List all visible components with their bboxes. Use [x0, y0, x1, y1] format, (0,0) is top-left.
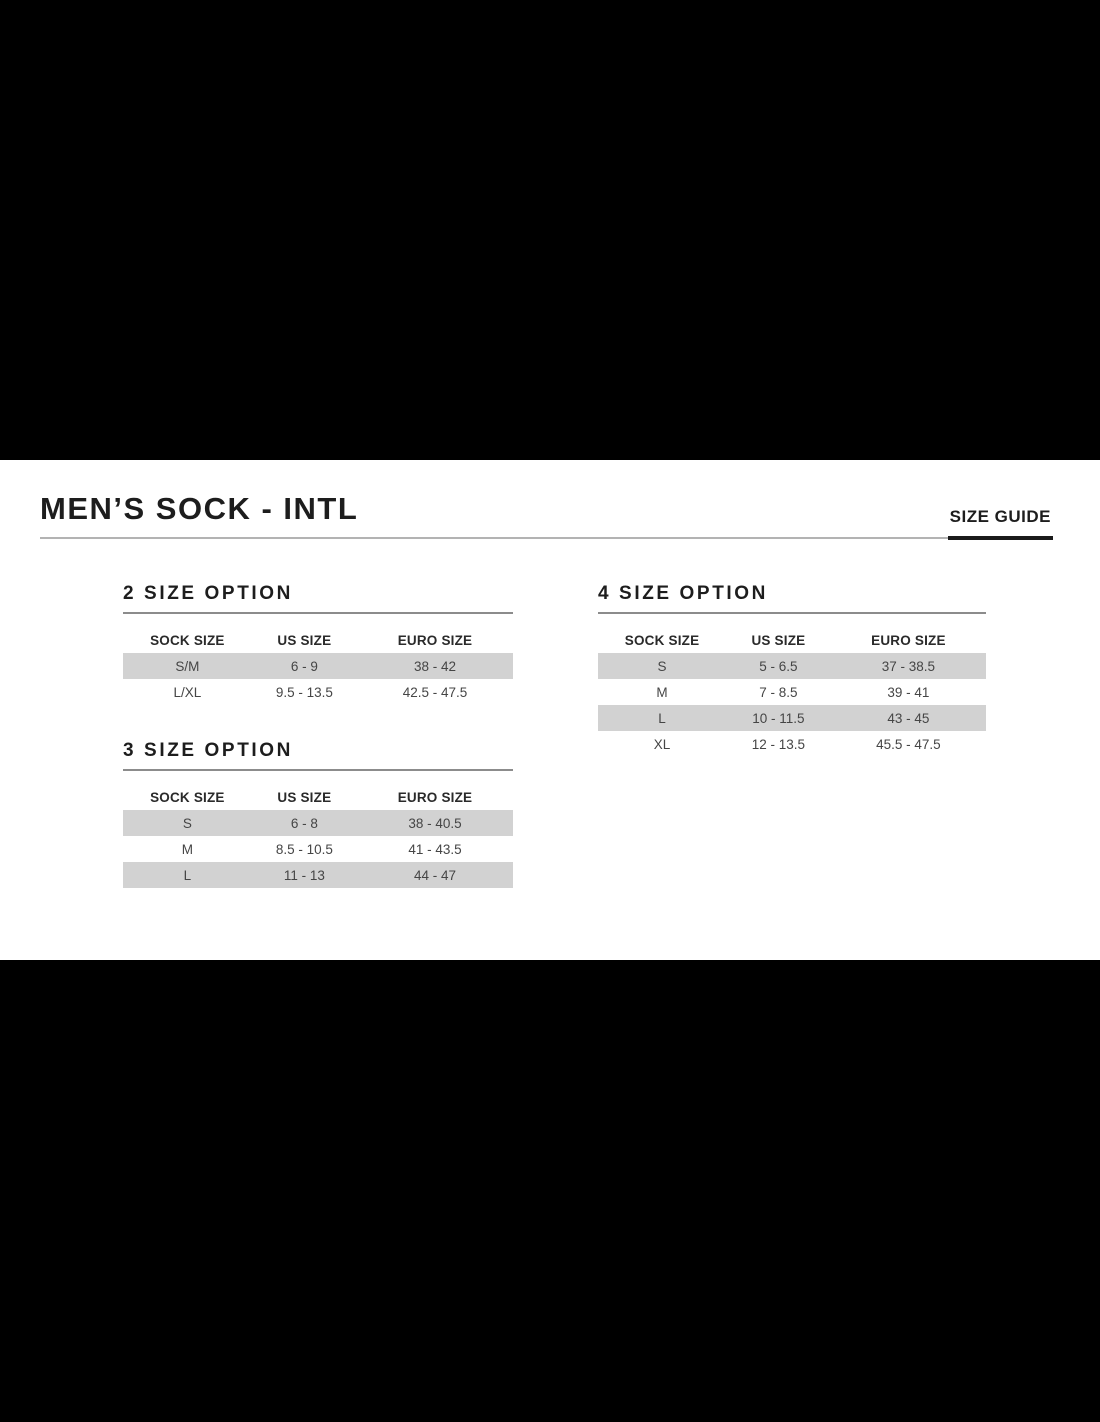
column-header-sock-size: SOCK SIZE — [150, 789, 225, 805]
header-divider — [40, 537, 1053, 539]
tab-size-guide[interactable]: SIZE GUIDE — [947, 507, 1053, 540]
tables-area: 2 SIZE OPTION SOCK SIZE US SIZE EURO SIZ… — [40, 584, 1053, 888]
cell-us-size: 12 - 13.5 — [751, 736, 806, 752]
column-header-us-size: US SIZE — [751, 632, 806, 648]
cell-sock-size: M — [181, 841, 193, 857]
table-row: M 8.5 - 10.5 41 - 43.5 — [123, 836, 513, 862]
cell-euro-size: 44 - 47 — [413, 867, 456, 883]
column-header-us-size: US SIZE — [277, 632, 332, 648]
right-column: 4 SIZE OPTION SOCK SIZE US SIZE EURO SIZ… — [598, 584, 986, 888]
column-header-euro-size: EURO SIZE — [397, 789, 473, 805]
cell-us-size: 5 - 6.5 — [759, 658, 798, 674]
cell-us-size: 7 - 8.5 — [759, 684, 798, 700]
cell-sock-size: M — [656, 684, 668, 700]
table-row: S 6 - 8 38 - 40.5 — [123, 810, 513, 836]
table-row: M 7 - 8.5 39 - 41 — [598, 679, 986, 705]
cell-us-size: 6 - 9 — [290, 658, 318, 674]
column-header-euro-size: EURO SIZE — [871, 632, 946, 648]
table-header-row: SOCK SIZE US SIZE EURO SIZE — [123, 627, 513, 653]
size-table-3-option: SOCK SIZE US SIZE EURO SIZE S 6 - 8 38 -… — [123, 784, 513, 888]
cell-euro-size: 43 - 45 — [887, 710, 930, 726]
section-2-size-option: 2 SIZE OPTION SOCK SIZE US SIZE EURO SIZ… — [123, 584, 513, 705]
section-heading-3-size: 3 SIZE OPTION — [123, 741, 513, 771]
section-3-size-option: 3 SIZE OPTION SOCK SIZE US SIZE EURO SIZ… — [123, 741, 513, 888]
size-table-4-option: SOCK SIZE US SIZE EURO SIZE S 5 - 6.5 37… — [598, 627, 986, 757]
cell-us-size: 10 - 11.5 — [752, 710, 805, 726]
column-header-sock-size: SOCK SIZE — [624, 632, 700, 648]
cell-euro-size: 38 - 40.5 — [408, 815, 462, 831]
cell-sock-size: L/XL — [173, 684, 202, 700]
cell-euro-size: 38 - 42 — [413, 658, 456, 674]
cell-us-size: 8.5 - 10.5 — [275, 841, 333, 857]
cell-sock-size: XL — [653, 736, 671, 752]
cell-us-size: 9.5 - 13.5 — [275, 684, 333, 700]
page-title: MEN’S SOCK - INTL — [40, 491, 359, 526]
cell-us-size: 6 - 8 — [290, 815, 318, 831]
table-row: L/XL 9.5 - 13.5 42.5 - 47.5 — [123, 679, 513, 705]
column-header-sock-size: SOCK SIZE — [150, 632, 225, 648]
cell-euro-size: 45.5 - 47.5 — [876, 736, 941, 752]
table-header-row: SOCK SIZE US SIZE EURO SIZE — [123, 784, 513, 810]
table-row: L 11 - 13 44 - 47 — [123, 862, 513, 888]
cell-sock-size: L — [183, 867, 192, 883]
size-guide-panel: MEN’S SOCK - INTL SIZE GUIDE 2 SIZE OPTI… — [0, 460, 1100, 960]
section-heading-4-size: 4 SIZE OPTION — [598, 584, 986, 614]
page-header: MEN’S SOCK - INTL SIZE GUIDE — [40, 460, 1053, 540]
table-row: XL 12 - 13.5 45.5 - 47.5 — [598, 731, 986, 757]
cell-sock-size: S — [657, 658, 667, 674]
cell-sock-size: S — [182, 815, 192, 831]
table-header-row: SOCK SIZE US SIZE EURO SIZE — [598, 627, 986, 653]
left-column: 2 SIZE OPTION SOCK SIZE US SIZE EURO SIZ… — [123, 584, 513, 888]
column-header-euro-size: EURO SIZE — [397, 632, 473, 648]
cell-sock-size: S/M — [175, 658, 200, 674]
column-header-us-size: US SIZE — [277, 789, 332, 805]
table-row: S 5 - 6.5 37 - 38.5 — [598, 653, 986, 679]
cell-euro-size: 42.5 - 47.5 — [402, 684, 468, 700]
cell-sock-size: L — [658, 710, 666, 726]
table-row: L 10 - 11.5 43 - 45 — [598, 705, 986, 731]
cell-euro-size: 37 - 38.5 — [881, 658, 936, 674]
cell-euro-size: 39 - 41 — [887, 684, 930, 700]
table-row: S/M 6 - 9 38 - 42 — [123, 653, 513, 679]
cell-euro-size: 41 - 43.5 — [408, 841, 462, 857]
cell-us-size: 11 - 13 — [283, 867, 325, 883]
size-table-2-option: SOCK SIZE US SIZE EURO SIZE S/M 6 - 9 38… — [123, 627, 513, 705]
section-heading-2-size: 2 SIZE OPTION — [123, 584, 513, 614]
section-4-size-option: 4 SIZE OPTION SOCK SIZE US SIZE EURO SIZ… — [598, 584, 986, 757]
